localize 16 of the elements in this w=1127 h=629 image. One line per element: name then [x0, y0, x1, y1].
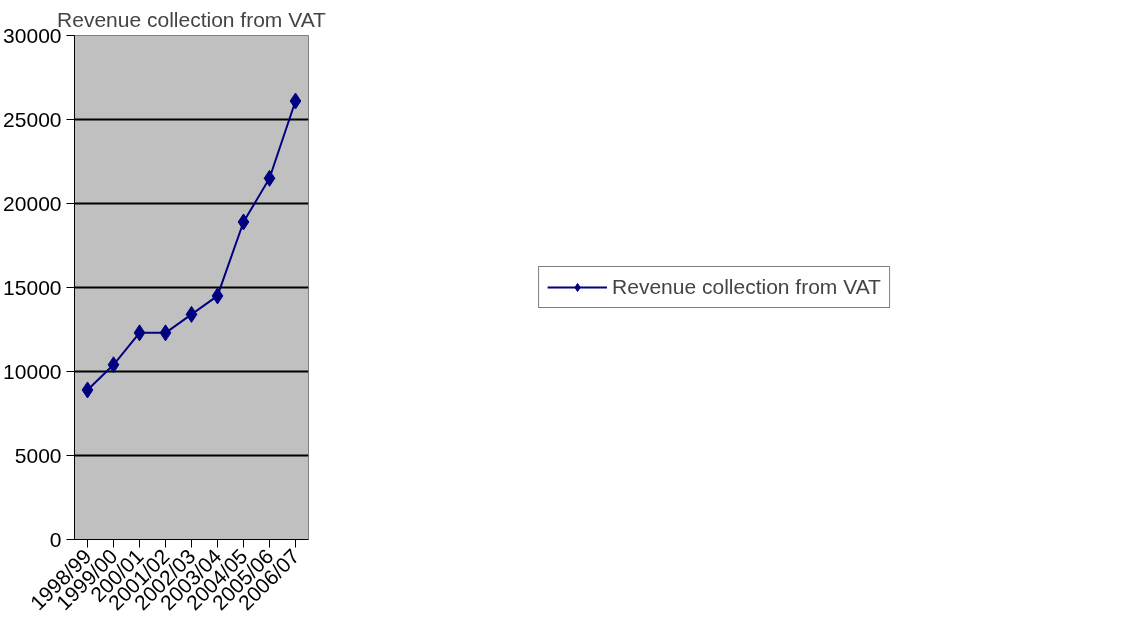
point: [289, 92, 302, 110]
y-tick-label: 0: [49, 527, 62, 551]
point: [263, 169, 276, 187]
y-tick-label: 25000: [3, 107, 62, 131]
point: [107, 356, 120, 374]
point: [133, 324, 146, 342]
y-tick-label: 20000: [3, 191, 62, 215]
legend-label: Revenue collection from VAT: [612, 275, 881, 299]
point: [81, 381, 94, 399]
point: [159, 324, 172, 342]
y-tick-label: 5000: [14, 443, 62, 467]
point: [237, 213, 250, 231]
point: [185, 305, 198, 323]
y-tick-label: 10000: [3, 359, 62, 383]
point: [211, 287, 224, 305]
y-tick-label: 15000: [3, 275, 62, 299]
